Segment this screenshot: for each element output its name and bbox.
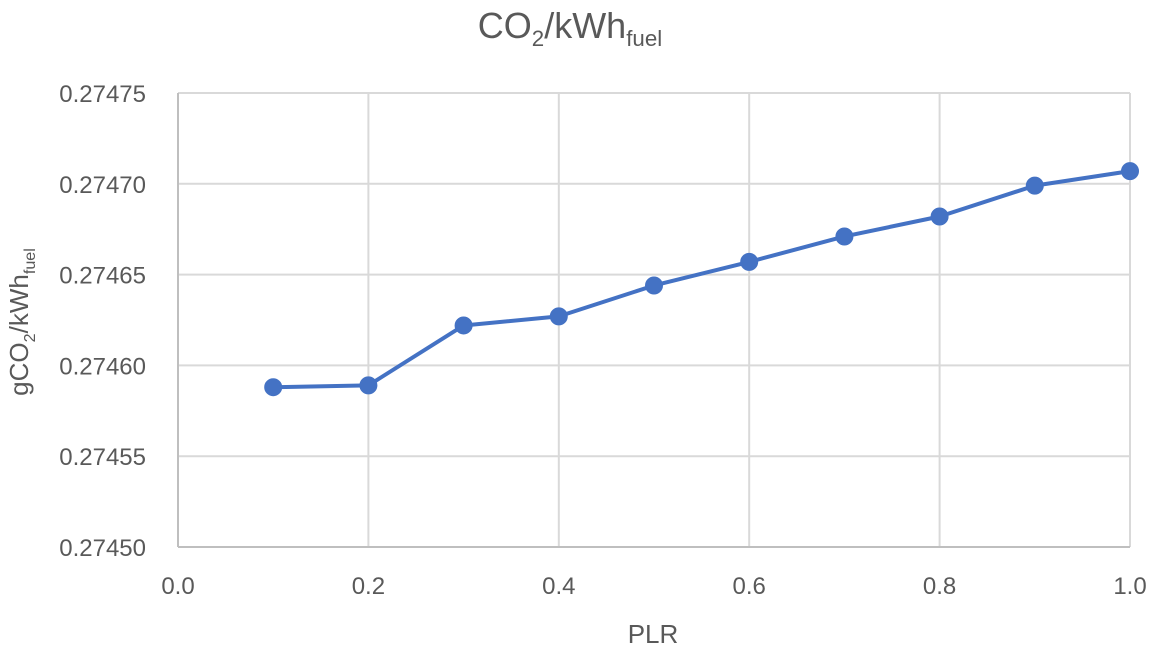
x-tick-label: 0.4 — [542, 573, 575, 600]
data-point — [1121, 162, 1139, 181]
y-tick-label: 0.27475 — [59, 81, 146, 108]
x-axis-title: PLR — [628, 619, 679, 649]
data-point — [1025, 176, 1044, 195]
y-tick-label: 0.27465 — [59, 263, 146, 290]
y-tick-label: 0.27460 — [59, 353, 146, 380]
data-point — [740, 252, 759, 271]
tick-labels: 0.0 0.2 0.4 0.6 0.8 1.0 0.27475 0.27470 0.27465 0… — [59, 81, 1146, 600]
series-line — [271, 169, 1132, 390]
y-tick-label: 0.27470 — [59, 172, 146, 199]
gridlines — [177, 92, 1131, 548]
data-point — [454, 316, 473, 335]
data-point — [264, 378, 283, 397]
data-point — [835, 227, 854, 246]
x-tick-label: 0.6 — [733, 573, 766, 600]
y-axis-title: gCO2/kWhfuel — [4, 248, 39, 396]
x-tick-label: 0.2 — [352, 573, 385, 600]
axes — [177, 93, 1130, 548]
data-point — [930, 207, 949, 226]
x-tick-label: 0.8 — [923, 573, 956, 600]
data-point — [645, 276, 663, 295]
y-tick-label: 0.27450 — [59, 535, 146, 562]
chart-title: CO2/kWhfuel — [478, 5, 662, 51]
series-layer — [264, 162, 1139, 397]
data-point — [359, 376, 378, 395]
x-tick-label: 0.0 — [161, 573, 194, 600]
data-point — [549, 307, 568, 326]
y-tick-label: 0.27455 — [59, 444, 146, 471]
x-tick-label: 1.0 — [1113, 573, 1146, 600]
